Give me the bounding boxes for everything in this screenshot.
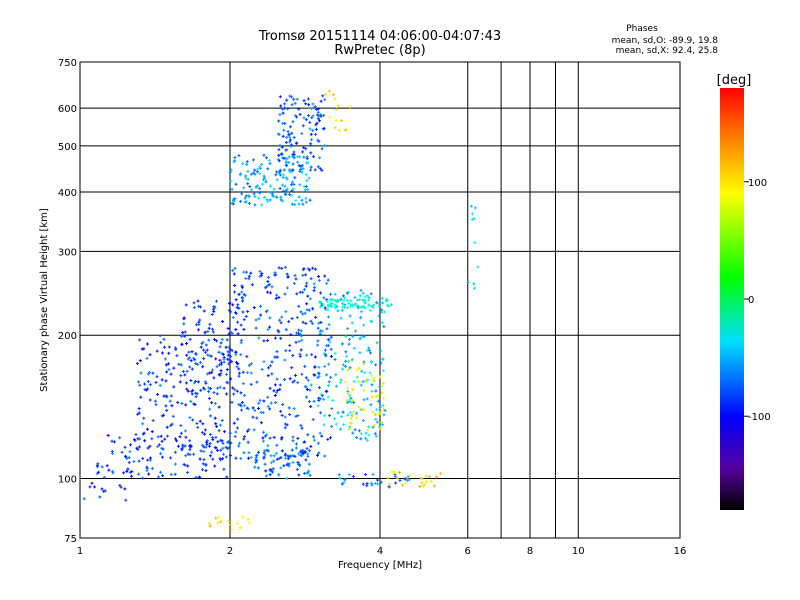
colorbar-tick-label: 100 [748,178,767,189]
chart-title: Tromsø 20151114 04:06:00-04:07:43 [258,29,501,44]
colorbar [720,88,744,510]
x-tick-label: 2 [227,546,233,557]
x-tick-label: 4 [377,546,383,557]
colorbar-tick-label: -100 [748,412,771,423]
x-axis: 1 2 4 6 8 10 16 [77,546,687,557]
colorbar-label: [deg] [717,73,752,88]
y-axis-label: Stationary phase Virtual Height [km] [39,208,50,392]
phase-stats-heading: Phases [626,24,658,34]
x-axis-label: Frequency [MHz] [338,560,422,571]
y-tick-label: 75 [64,534,77,545]
phase-stats-o: mean, sd,O: -89.9, 19.8 [612,36,719,46]
phase-stats-x: mean, sd,X: 92.4, 25.8 [616,46,719,56]
chart-subtitle: RwPretec (8p) [334,43,425,58]
y-tick-label: 400 [58,188,77,199]
y-axis: 75 100 200 300 400 500 600 750 [58,58,77,545]
y-tick-label: 300 [58,247,77,258]
x-tick-label: 1 [77,546,83,557]
y-tick-label: 750 [58,58,77,69]
y-tick-label: 600 [58,104,77,115]
x-tick-label: 6 [465,546,471,557]
x-tick-label: 10 [572,546,585,557]
grid-lines [80,62,680,538]
phase-stats: Phases mean, sd,O: -89.9, 19.8 mean, sd,… [612,24,719,56]
colorbar-ticks: 100 0 -100 [744,178,771,423]
title-group: Tromsø 20151114 04:06:00-04:07:43 RwPret… [258,29,501,58]
echo-points [82,89,480,532]
x-tick-label: 16 [674,546,687,557]
x-tick-label: 8 [527,546,533,557]
y-tick-label: 200 [58,331,77,342]
y-tick-label: 100 [58,475,77,486]
y-tick-label: 500 [58,142,77,153]
colorbar-tick-label: 0 [748,295,754,306]
plot-frame [79,61,681,539]
